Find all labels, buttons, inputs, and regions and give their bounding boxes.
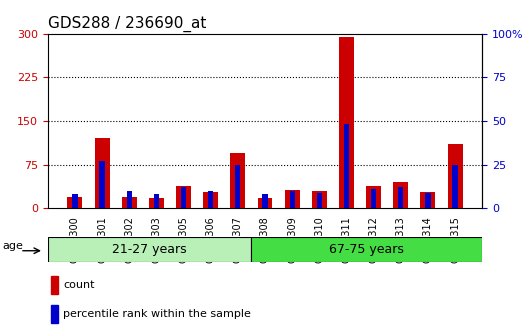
Bar [208, 191, 213, 208]
Text: GDS288 / 236690_at: GDS288 / 236690_at [48, 16, 206, 32]
Bar [127, 191, 132, 208]
Bar [149, 198, 164, 208]
Bar [72, 194, 77, 208]
Bar [285, 190, 299, 208]
Bar [48, 237, 251, 262]
Bar [51, 276, 58, 294]
Bar [251, 237, 482, 262]
Text: 67-75 years: 67-75 years [329, 243, 404, 256]
Bar [235, 165, 241, 208]
Bar [339, 37, 354, 208]
Bar [95, 138, 110, 208]
Bar [312, 191, 327, 208]
Bar [176, 186, 191, 208]
Bar [231, 153, 245, 208]
Bar [425, 193, 430, 208]
Text: percentile rank within the sample: percentile rank within the sample [63, 309, 251, 319]
Bar [100, 161, 105, 208]
Bar [51, 305, 58, 323]
Bar [393, 182, 408, 208]
Text: count: count [63, 280, 94, 290]
Bar [289, 191, 295, 208]
Bar [262, 194, 268, 208]
Bar [344, 124, 349, 208]
Text: age: age [2, 241, 23, 251]
Bar [154, 194, 159, 208]
Bar [448, 144, 463, 208]
Bar [181, 187, 186, 208]
Bar [317, 193, 322, 208]
Bar [67, 197, 82, 208]
Bar [398, 187, 403, 208]
Bar [371, 189, 376, 208]
Bar [258, 198, 272, 208]
Bar [366, 186, 381, 208]
Bar [203, 192, 218, 208]
Bar [453, 165, 458, 208]
Bar [420, 192, 435, 208]
Text: 21-27 years: 21-27 years [112, 243, 187, 256]
Bar [122, 197, 137, 208]
